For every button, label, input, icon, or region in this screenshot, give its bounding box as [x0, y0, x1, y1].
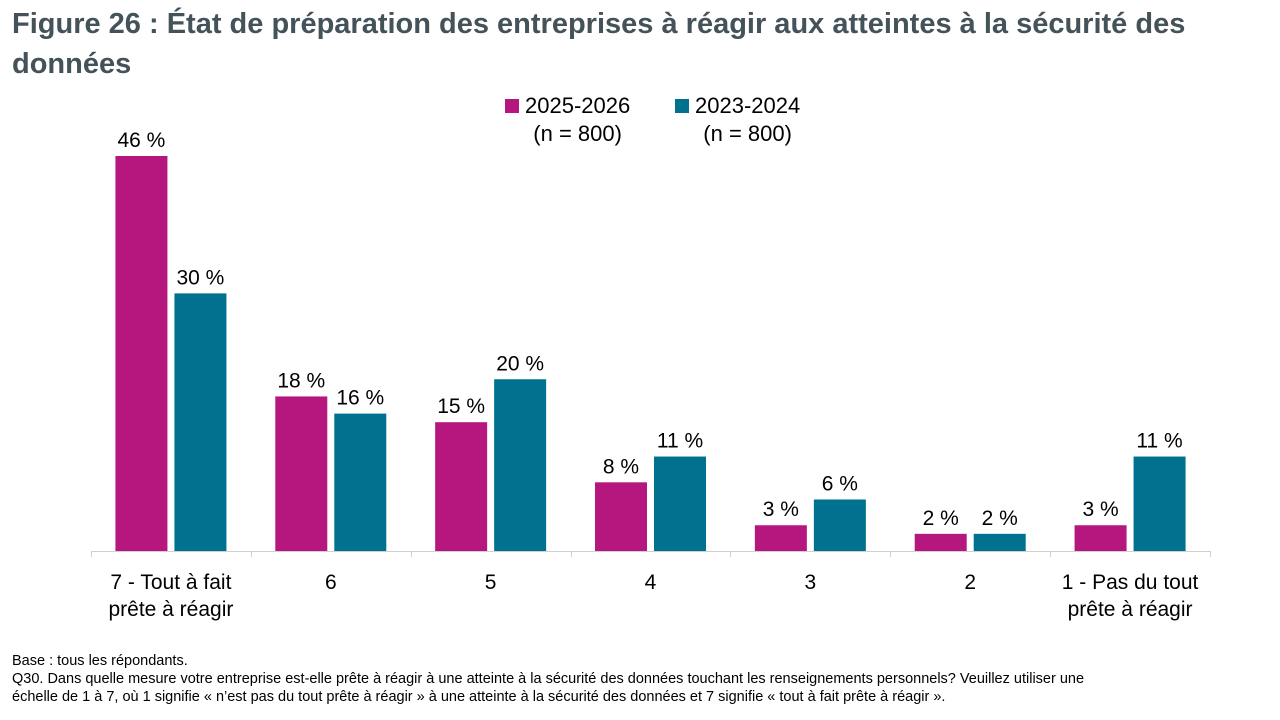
bar-2025-2026 [275, 396, 328, 551]
footnote: Base : tous les répondants. Q30. Dans qu… [12, 652, 1252, 706]
data-label: 15 % [437, 395, 485, 418]
data-label: 3 % [763, 498, 799, 521]
footnote-question-line1: Q30. Dans quelle mesure votre entreprise… [12, 671, 1085, 687]
bar-2023-2024 [1133, 456, 1186, 551]
category-label: 3 [805, 571, 817, 594]
bar-2025-2026 [435, 422, 488, 551]
bar-2023-2024 [334, 413, 387, 551]
data-label: 20 % [496, 352, 544, 375]
data-label: 16 % [336, 387, 384, 410]
bar-2023-2024 [654, 456, 706, 551]
category-label: 7 - Tout à fait [110, 571, 231, 594]
bar-2025-2026 [914, 533, 967, 551]
bar-2025-2026 [115, 156, 168, 551]
legend-swatch-2025-2026 [505, 99, 519, 113]
data-label: 30 % [176, 266, 224, 289]
data-label: 2 % [982, 507, 1018, 530]
data-label: 6 % [822, 472, 858, 495]
category-label: 1 - Pas du tout [1062, 571, 1199, 594]
data-label: 46 % [117, 129, 165, 152]
bar-2025-2026 [754, 525, 807, 551]
category-label: prête à réagir [1068, 598, 1193, 621]
footnote-base: Base : tous les répondants. [12, 653, 188, 669]
legend-sub-2025-2026: (n = 800) [533, 121, 622, 146]
data-label: 2 % [923, 507, 959, 530]
legend-swatch-2023-2024 [675, 99, 689, 113]
category-label: 5 [485, 571, 497, 594]
chart-title: Figure 26 : État de préparation des entr… [12, 8, 1186, 80]
data-label: 8 % [603, 455, 639, 478]
bar-2023-2024 [494, 379, 547, 551]
legend-label-2023-2024: 2023-2024 [695, 93, 801, 118]
bar-2023-2024 [813, 499, 866, 551]
data-label: 18 % [277, 369, 325, 392]
category-label: 4 [645, 571, 657, 594]
bar-2025-2026 [1074, 525, 1127, 551]
category-label: 6 [325, 571, 337, 594]
category-label: prête à réagir [108, 598, 233, 621]
category-label: 2 [964, 571, 976, 594]
footnote-question-line2: échelle de 1 à 7, où 1 signifie « n’est … [12, 689, 946, 705]
bar-2023-2024 [174, 293, 227, 551]
legend-label-2025-2026: 2025-2026 [525, 93, 631, 118]
bar-2025-2026 [595, 482, 647, 551]
bar-2023-2024 [973, 533, 1026, 551]
data-label: 11 % [657, 430, 703, 453]
data-label: 3 % [1082, 498, 1118, 521]
legend-sub-2023-2024: (n = 800) [703, 121, 792, 146]
data-label: 11 % [1136, 430, 1182, 453]
